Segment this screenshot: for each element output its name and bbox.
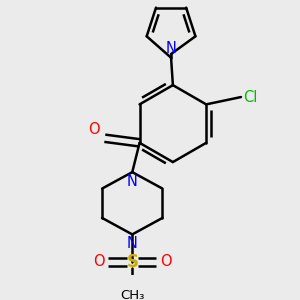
Text: O: O xyxy=(88,122,100,136)
Text: CH₃: CH₃ xyxy=(120,289,144,300)
Text: Cl: Cl xyxy=(243,90,257,105)
Text: N: N xyxy=(127,236,138,251)
Text: S: S xyxy=(126,253,138,271)
Text: O: O xyxy=(160,254,171,269)
Text: N: N xyxy=(166,41,176,56)
Text: O: O xyxy=(93,254,105,269)
Text: N: N xyxy=(127,174,138,189)
